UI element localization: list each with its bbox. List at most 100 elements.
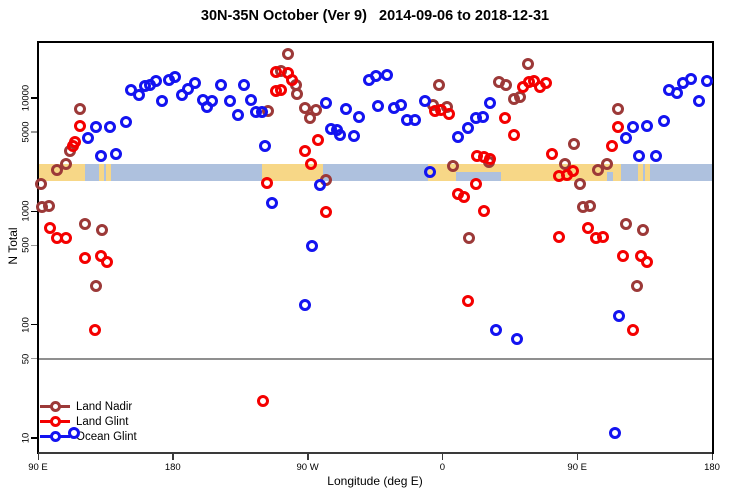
data-point-ocean-glint — [306, 240, 319, 253]
data-point-ocean-glint — [632, 149, 645, 162]
data-point-ocean-glint — [380, 68, 393, 81]
data-point-land-glint — [67, 139, 80, 152]
data-point-land-glint — [616, 250, 629, 263]
data-point-land-glint — [261, 176, 274, 189]
data-point-land-glint — [552, 231, 565, 244]
plot-border-left — [37, 41, 39, 454]
data-point-land-nadir — [96, 224, 109, 237]
x-axis-tick-label: 90 W — [296, 462, 319, 473]
data-point-land-nadir — [51, 164, 64, 177]
data-point-land-nadir — [74, 102, 87, 115]
data-point-land-nadir — [43, 200, 56, 213]
data-point-land-glint — [457, 190, 470, 203]
data-point-land-glint — [611, 121, 624, 134]
plot-border-top — [38, 41, 712, 43]
data-point-ocean-glint — [189, 76, 202, 89]
x-axis-tick — [37, 454, 39, 460]
data-point-land-glint — [305, 158, 318, 171]
data-point-land-glint — [74, 119, 87, 132]
map-land-segment — [645, 164, 650, 181]
data-point-ocean-glint — [110, 148, 123, 161]
data-point-ocean-glint — [169, 71, 182, 84]
data-point-ocean-glint — [626, 121, 639, 134]
data-point-ocean-glint — [408, 113, 421, 126]
data-point-land-glint — [312, 133, 325, 146]
data-point-ocean-glint — [256, 106, 269, 119]
data-point-land-glint — [626, 323, 639, 336]
legend-label: Ocean Glint — [76, 430, 137, 443]
data-point-land-nadir — [462, 232, 475, 245]
x-axis-tick — [172, 454, 174, 460]
chart-legend: Land Nadir Land Glint Ocean Glint — [40, 399, 137, 444]
data-point-ocean-glint — [619, 132, 632, 145]
data-point-ocean-glint — [692, 95, 705, 108]
data-point-land-glint — [640, 255, 653, 268]
data-point-land-glint — [286, 74, 299, 87]
y-axis-tick — [31, 437, 38, 439]
x-axis-tick-label: 90 E — [28, 462, 48, 473]
data-point-land-glint — [275, 83, 288, 96]
data-point-ocean-glint — [476, 110, 489, 123]
data-point-ocean-glint — [483, 97, 496, 110]
data-point-ocean-glint — [451, 131, 464, 144]
data-point-ocean-glint — [95, 149, 108, 162]
data-point-ocean-glint — [612, 309, 625, 322]
x-axis-tick-label: 180 — [164, 462, 181, 473]
data-point-ocean-glint — [394, 98, 407, 111]
data-point-land-nadir — [310, 104, 323, 117]
y-axis-tick — [31, 210, 38, 213]
map-water-notch — [455, 172, 501, 181]
data-point-land-glint — [507, 129, 520, 142]
data-point-land-glint — [101, 255, 114, 268]
legend-item-land-nadir: Land Nadir — [40, 399, 137, 414]
data-point-land-nadir — [619, 218, 632, 231]
data-point-ocean-glint — [133, 89, 146, 102]
data-point-ocean-glint — [314, 179, 327, 192]
data-point-land-glint — [581, 222, 594, 235]
data-point-land-glint — [79, 251, 92, 264]
data-point-land-glint — [461, 295, 474, 308]
data-point-ocean-glint — [120, 116, 133, 129]
data-point-ocean-glint — [104, 121, 117, 134]
plot-border-right — [712, 41, 714, 454]
y-axis-tick-label: 100 — [20, 316, 32, 333]
data-point-ocean-glint — [150, 75, 163, 88]
land-nadir-marker-icon — [40, 401, 70, 412]
y-axis-tick-label: 50 — [20, 353, 32, 364]
map-land-segment — [106, 164, 111, 181]
data-point-land-glint — [270, 65, 283, 78]
data-point-land-nadir — [600, 158, 613, 171]
legend-item-ocean-glint: Ocean Glint — [40, 429, 137, 444]
data-point-land-glint — [596, 231, 609, 244]
data-point-land-glint — [483, 152, 496, 165]
data-point-land-nadir — [90, 279, 103, 292]
data-point-ocean-glint — [259, 139, 272, 152]
data-point-ocean-glint — [334, 129, 347, 142]
data-point-ocean-glint — [206, 95, 219, 108]
data-point-ocean-glint — [649, 149, 662, 162]
data-point-ocean-glint — [299, 298, 312, 311]
data-point-ocean-glint — [156, 95, 169, 108]
data-point-land-glint — [257, 395, 270, 408]
data-point-ocean-glint — [510, 332, 523, 345]
y-axis-tick — [31, 97, 38, 99]
data-point-land-glint — [89, 323, 102, 336]
data-point-ocean-glint — [640, 119, 653, 132]
data-point-land-nadir — [611, 102, 624, 115]
data-point-land-glint — [442, 108, 455, 121]
data-point-ocean-glint — [348, 130, 361, 143]
data-point-land-nadir — [304, 111, 317, 124]
data-point-land-nadir — [34, 178, 47, 191]
data-point-ocean-glint — [238, 79, 251, 92]
data-point-ocean-glint — [489, 323, 502, 336]
legend-label: Land Glint — [76, 415, 129, 428]
data-point-ocean-glint — [182, 83, 195, 96]
data-point-land-nadir — [499, 79, 512, 92]
x-axis-tick — [711, 454, 713, 460]
data-point-ocean-glint — [700, 75, 713, 88]
chart-title: 30N-35N October (Ver 9) 2014-09-06 to 20… — [200, 8, 550, 24]
data-point-ocean-glint — [461, 122, 474, 135]
data-point-land-glint — [60, 232, 72, 245]
data-point-ocean-glint — [232, 108, 245, 121]
